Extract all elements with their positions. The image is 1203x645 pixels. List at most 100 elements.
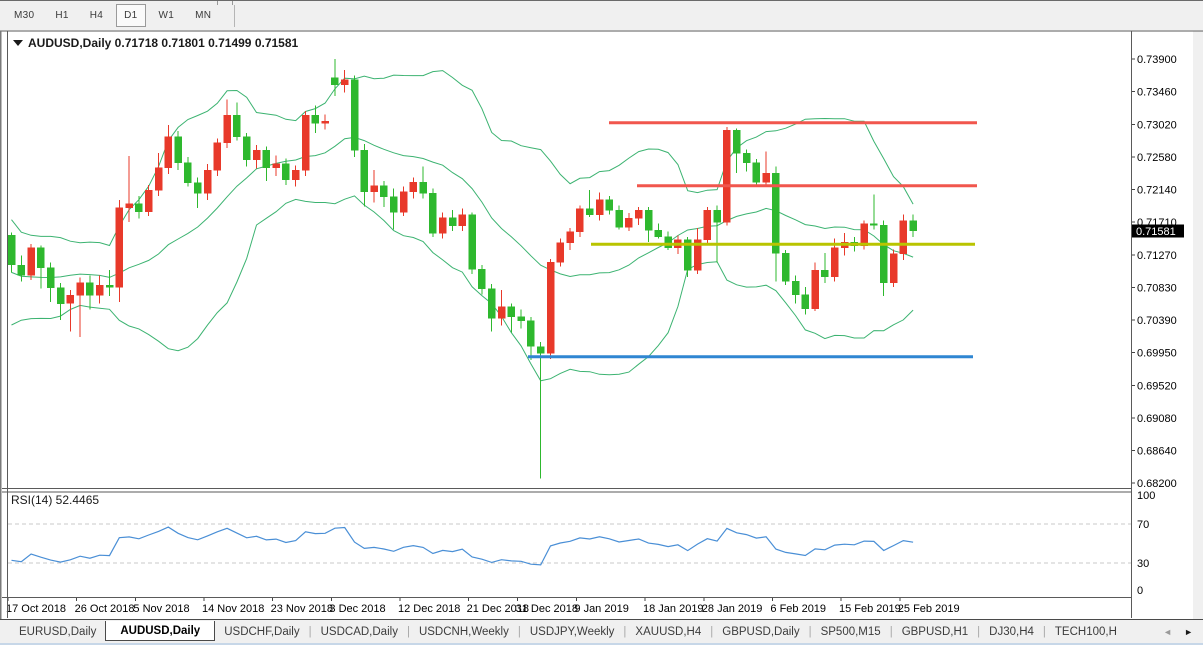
timeframe-button-m30[interactable]: M30 [14, 10, 35, 21]
candle-body [644, 209, 653, 231]
candle-body [811, 269, 819, 309]
chart-tab-usdcnh-weekly[interactable]: USDCNH,Weekly [418, 625, 509, 638]
candle-body [634, 209, 643, 219]
candle-body [144, 189, 153, 212]
tab-separator: | [977, 625, 981, 638]
chart-tab-tech100-h[interactable]: TECH100,H [1054, 625, 1117, 638]
date-axis-label: 21 Dec 2018 [467, 603, 529, 615]
price-axis-label: 0.72580 [1137, 152, 1177, 164]
candle-body [487, 288, 496, 319]
rsi-line [11, 526, 914, 566]
bollinger-band-upper [11, 70, 914, 247]
timeframe-button-mn[interactable]: MN [195, 10, 212, 21]
candle-body [468, 214, 476, 270]
candle-body [164, 136, 173, 169]
chart-tab-xauusd-h4[interactable]: XAUUSD,H4 [635, 625, 702, 638]
candle-body [95, 284, 104, 296]
chart-tab-eurusd-daily[interactable]: EURUSD,Daily [19, 625, 97, 638]
candle-body [654, 229, 663, 238]
candle-body [419, 181, 427, 194]
chart-tab-usdcad-daily[interactable]: USDCAD,Daily [320, 625, 398, 638]
candle-body [664, 236, 672, 249]
rsi-indicator-label: RSI(14) 52.4465 [11, 493, 99, 507]
candle-body [536, 346, 545, 354]
price-chart-canvas[interactable]: 0.739000.734600.730200.725800.721400.717… [0, 30, 1203, 619]
candle-body [576, 208, 584, 232]
chart-tab-usdjpy-weekly[interactable]: USDJPY,Weekly [529, 625, 615, 638]
price-axis-label: 0.69520 [1137, 380, 1177, 392]
candle-body [66, 295, 75, 304]
date-axis-label: 6 Feb 2019 [770, 603, 826, 615]
candle-body [615, 209, 623, 228]
candle-body [517, 316, 525, 321]
candle-body [742, 152, 751, 163]
rsi-level-label: 30 [1137, 558, 1149, 570]
timeframe-button-w1[interactable]: W1 [158, 10, 175, 21]
chart-tab-gbpusd-daily[interactable]: GBPUSD,Daily [722, 625, 800, 638]
price-axis-label: 0.73460 [1137, 87, 1177, 99]
candle-body [340, 79, 349, 86]
candle-body [909, 220, 917, 232]
candle-body [105, 284, 114, 288]
tab-scroll-right-icon[interactable]: ► [1184, 626, 1193, 637]
chart-tab-dj30-h4[interactable]: DJ30,H4 [989, 625, 1034, 638]
candle-body [135, 203, 143, 212]
candlestick-series [7, 59, 917, 479]
candle-body [870, 223, 878, 226]
candle-body [899, 220, 908, 255]
price-axis-label: 0.70830 [1137, 282, 1177, 294]
candle-body [791, 281, 800, 295]
candle-body [252, 149, 261, 160]
price-axis-label: 0.72140 [1137, 185, 1177, 197]
candle-body [478, 269, 486, 289]
tab-separator: | [623, 625, 627, 638]
date-axis-label: 3 Dec 2018 [329, 603, 385, 615]
bollinger-band-lower [11, 195, 914, 382]
date-axis-label: 17 Oct 2018 [6, 603, 66, 615]
chart-tab-audusd-daily[interactable]: AUDUSD,Daily [105, 620, 216, 641]
candle-body [282, 163, 290, 181]
timeframe-button-h4[interactable]: H4 [89, 10, 104, 21]
price-axis-label: 0.70390 [1137, 315, 1177, 327]
timeframe-buttons: M30 H1 H4 D1 W1 MN [6, 4, 224, 27]
candle-body [723, 129, 731, 223]
date-axis-label: 9 Jan 2019 [574, 603, 628, 615]
last-price-badge [1132, 224, 1184, 238]
tab-separator: | [308, 625, 312, 638]
chart-tab-sp500-m15[interactable]: SP500,M15 [820, 625, 881, 638]
candle-body [889, 253, 898, 284]
candle-body [507, 306, 516, 318]
candle-body [272, 163, 280, 169]
price-axis-label: 0.68200 [1137, 478, 1177, 490]
rsi-level-label: 0 [1137, 585, 1143, 597]
candle-body [174, 136, 182, 163]
candle-body [154, 167, 163, 191]
candle-body [389, 196, 398, 213]
price-axis-label: 0.69950 [1137, 348, 1177, 360]
timeframe-button-h1[interactable]: H1 [55, 10, 69, 21]
candle-body [703, 209, 712, 240]
candle-body [429, 192, 437, 234]
rsi-level-label: 100 [1137, 490, 1155, 502]
price-axis-label: 0.73020 [1137, 119, 1177, 131]
chart-tab-gbpusd-h1[interactable]: GBPUSD,H1 [901, 625, 969, 638]
candle-body [683, 239, 692, 271]
chart-tab-usdchf-daily[interactable]: USDCHF,Daily [224, 625, 300, 638]
bollinger-band-middle [11, 136, 914, 279]
timeframe-button-d1[interactable]: D1 [116, 4, 146, 27]
date-axis-label: 26 Oct 2018 [75, 603, 135, 615]
tab-separator: | [1042, 625, 1046, 638]
tab-scroll-arrows: ◄ ► [1163, 627, 1193, 637]
candle-body [527, 320, 535, 347]
date-axis-label: 23 Nov 2018 [271, 603, 333, 615]
candle-body [605, 199, 614, 211]
candle-body [860, 223, 868, 246]
one-click-trading-arrow-icon[interactable] [13, 40, 23, 46]
tab-scroll-left-icon[interactable]: ◄ [1163, 626, 1173, 637]
candle-body [556, 242, 565, 263]
candle-body [301, 115, 310, 171]
candle-body [625, 218, 633, 228]
candle-body [497, 306, 506, 319]
tab-separator: | [406, 625, 410, 638]
chart-tabs-bar: EURUSD,Daily AUDUSD,Daily USDCHF,Daily | USD… [0, 619, 1203, 645]
